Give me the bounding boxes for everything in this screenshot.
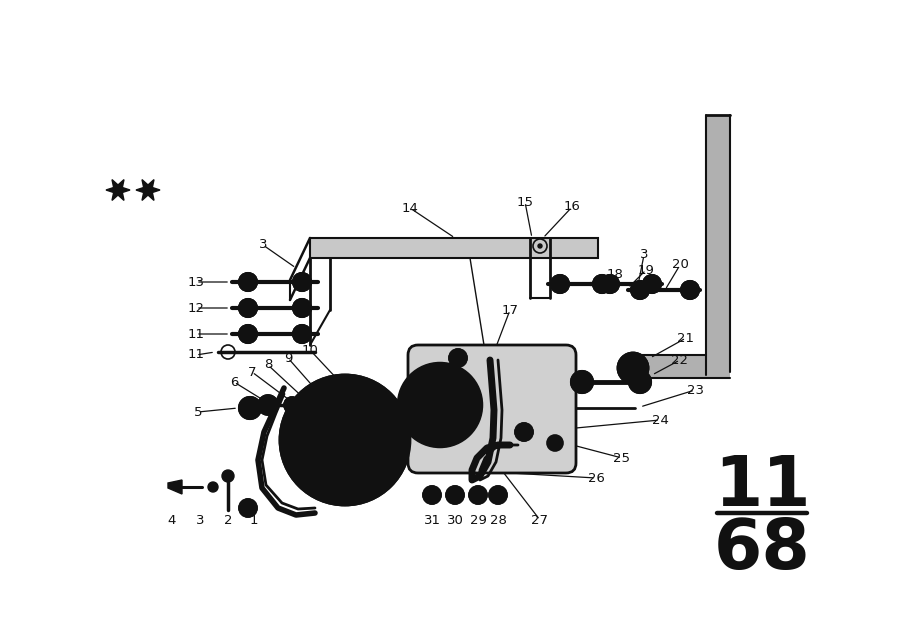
Text: 3: 3 [196, 514, 204, 526]
Text: 27: 27 [532, 514, 548, 526]
Circle shape [239, 325, 257, 343]
Circle shape [489, 486, 507, 504]
Text: 20: 20 [671, 258, 688, 272]
Text: 11: 11 [187, 328, 204, 340]
Text: 14: 14 [401, 201, 419, 215]
Polygon shape [168, 480, 182, 494]
Text: 7: 7 [248, 366, 256, 378]
Circle shape [423, 486, 441, 504]
Text: 5: 5 [194, 406, 202, 418]
Circle shape [449, 349, 467, 367]
Polygon shape [106, 180, 130, 201]
Text: 3: 3 [640, 248, 648, 262]
Text: 1: 1 [250, 514, 258, 526]
Circle shape [258, 395, 278, 415]
Circle shape [295, 390, 395, 490]
Circle shape [593, 275, 611, 293]
Text: 22: 22 [671, 354, 688, 366]
Circle shape [284, 397, 300, 413]
Circle shape [538, 244, 542, 248]
Circle shape [629, 371, 651, 393]
Circle shape [293, 325, 311, 343]
Text: 31: 31 [424, 514, 440, 526]
Text: 19: 19 [637, 264, 654, 276]
Circle shape [469, 486, 487, 504]
Circle shape [551, 275, 569, 293]
Text: 3: 3 [259, 239, 267, 251]
Circle shape [208, 482, 218, 492]
Text: 68: 68 [714, 516, 810, 584]
Circle shape [446, 486, 464, 504]
Circle shape [601, 275, 619, 293]
Text: 21: 21 [678, 331, 695, 345]
Circle shape [239, 273, 257, 291]
Text: 9: 9 [284, 352, 292, 364]
Circle shape [681, 281, 699, 299]
Circle shape [239, 299, 257, 317]
Text: 15: 15 [517, 196, 534, 208]
Text: 6: 6 [230, 375, 238, 389]
Text: 4: 4 [167, 514, 176, 526]
Circle shape [239, 499, 257, 517]
Circle shape [239, 397, 261, 419]
Circle shape [293, 273, 311, 291]
Polygon shape [136, 180, 160, 201]
Text: 29: 29 [470, 514, 486, 526]
Text: 11: 11 [187, 349, 204, 361]
Circle shape [280, 375, 410, 505]
Circle shape [427, 392, 453, 418]
Circle shape [398, 363, 482, 447]
Text: 24: 24 [652, 413, 669, 427]
Text: 12: 12 [187, 302, 204, 314]
Circle shape [643, 275, 661, 293]
Text: 28: 28 [490, 514, 507, 526]
Text: 10: 10 [302, 344, 319, 356]
Text: 8: 8 [264, 359, 272, 371]
Circle shape [515, 423, 533, 441]
Text: 26: 26 [588, 472, 605, 485]
Text: 13: 13 [187, 276, 204, 288]
Text: 30: 30 [446, 514, 464, 526]
Circle shape [547, 435, 563, 451]
Circle shape [571, 371, 593, 393]
Circle shape [618, 353, 648, 383]
Circle shape [354, 397, 370, 413]
Text: 17: 17 [501, 304, 518, 316]
Bar [310, 238, 598, 258]
Circle shape [293, 299, 311, 317]
Circle shape [336, 398, 350, 412]
Circle shape [315, 395, 335, 415]
Bar [631, 356, 730, 377]
Text: 2: 2 [224, 514, 232, 526]
Text: 11: 11 [714, 453, 810, 521]
Bar [707, 116, 729, 374]
FancyBboxPatch shape [408, 345, 576, 473]
Circle shape [301, 398, 315, 412]
Circle shape [330, 425, 360, 455]
Circle shape [631, 281, 649, 299]
Text: 23: 23 [687, 384, 704, 396]
Text: 16: 16 [563, 201, 580, 213]
Circle shape [222, 470, 234, 482]
Text: 18: 18 [607, 269, 624, 281]
Text: 25: 25 [614, 451, 631, 464]
